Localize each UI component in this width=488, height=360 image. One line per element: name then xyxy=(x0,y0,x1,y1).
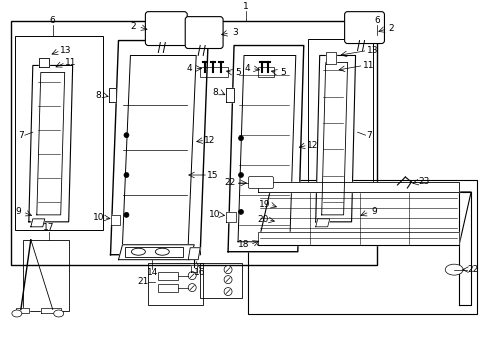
Polygon shape xyxy=(29,66,73,222)
Text: 12: 12 xyxy=(306,141,318,150)
Text: 9: 9 xyxy=(371,207,377,216)
Polygon shape xyxy=(191,265,197,272)
FancyBboxPatch shape xyxy=(248,176,273,189)
Text: 1: 1 xyxy=(243,2,248,11)
Polygon shape xyxy=(258,182,458,192)
Ellipse shape xyxy=(54,310,63,317)
Polygon shape xyxy=(225,88,234,102)
Polygon shape xyxy=(238,55,295,242)
Polygon shape xyxy=(16,307,29,314)
Polygon shape xyxy=(325,53,335,64)
Text: 7: 7 xyxy=(366,131,372,140)
Ellipse shape xyxy=(444,264,462,275)
Bar xyxy=(15,36,102,230)
Text: 3: 3 xyxy=(232,28,238,37)
Text: 2: 2 xyxy=(388,24,393,33)
Polygon shape xyxy=(315,55,355,222)
Circle shape xyxy=(188,272,196,280)
Circle shape xyxy=(238,172,243,177)
Text: 17: 17 xyxy=(43,223,54,232)
Polygon shape xyxy=(225,212,236,222)
Circle shape xyxy=(124,212,129,217)
Circle shape xyxy=(124,172,129,177)
Polygon shape xyxy=(458,192,470,305)
Bar xyxy=(200,67,227,77)
Ellipse shape xyxy=(12,310,22,317)
Bar xyxy=(23,240,68,311)
Text: 8: 8 xyxy=(212,88,218,97)
Circle shape xyxy=(188,284,196,292)
Text: 12: 12 xyxy=(204,136,215,145)
Bar xyxy=(258,67,273,77)
Polygon shape xyxy=(321,62,347,215)
Circle shape xyxy=(224,276,232,284)
Circle shape xyxy=(124,133,129,138)
Text: 22: 22 xyxy=(224,179,235,188)
Text: 22: 22 xyxy=(467,265,478,274)
Circle shape xyxy=(238,210,243,214)
Polygon shape xyxy=(31,219,45,227)
Bar xyxy=(158,284,178,292)
Polygon shape xyxy=(37,72,64,215)
Text: 5: 5 xyxy=(235,68,241,77)
Text: 19: 19 xyxy=(259,201,270,210)
Text: 9: 9 xyxy=(15,207,20,216)
Text: 23: 23 xyxy=(418,177,429,186)
Text: 13: 13 xyxy=(366,46,378,55)
Bar xyxy=(158,272,178,280)
Circle shape xyxy=(224,266,232,274)
Polygon shape xyxy=(315,219,329,227)
Text: 8: 8 xyxy=(96,91,101,100)
Text: 11: 11 xyxy=(362,61,373,70)
Text: 18: 18 xyxy=(238,240,249,249)
Polygon shape xyxy=(110,215,120,225)
Polygon shape xyxy=(122,55,196,245)
FancyBboxPatch shape xyxy=(344,12,384,44)
Text: 6: 6 xyxy=(374,16,380,25)
Ellipse shape xyxy=(155,248,169,255)
Polygon shape xyxy=(41,307,61,314)
Text: 2: 2 xyxy=(130,22,136,31)
Bar xyxy=(200,263,242,298)
Polygon shape xyxy=(39,58,49,67)
Polygon shape xyxy=(258,192,470,245)
Polygon shape xyxy=(188,248,200,260)
Bar xyxy=(11,21,377,265)
Bar xyxy=(125,247,183,257)
Text: 20: 20 xyxy=(257,215,268,224)
Bar xyxy=(307,39,372,230)
Circle shape xyxy=(238,136,243,141)
Bar xyxy=(148,263,203,305)
Polygon shape xyxy=(258,232,458,245)
Text: 11: 11 xyxy=(65,58,76,67)
Text: 7: 7 xyxy=(18,131,24,140)
Text: 13: 13 xyxy=(60,46,71,55)
Circle shape xyxy=(224,288,232,296)
Text: 4: 4 xyxy=(186,64,192,73)
Text: 6: 6 xyxy=(50,16,56,25)
Polygon shape xyxy=(110,41,208,255)
Polygon shape xyxy=(108,88,116,102)
Text: 5: 5 xyxy=(280,68,285,77)
Text: 21: 21 xyxy=(138,277,149,286)
Text: 15: 15 xyxy=(207,171,219,180)
FancyBboxPatch shape xyxy=(145,12,187,45)
Bar xyxy=(247,180,476,315)
Text: 10: 10 xyxy=(209,210,221,219)
FancyBboxPatch shape xyxy=(185,17,223,49)
Polygon shape xyxy=(227,45,303,252)
Text: 16: 16 xyxy=(194,268,205,277)
Polygon shape xyxy=(118,245,194,260)
Ellipse shape xyxy=(131,248,145,255)
Text: 14: 14 xyxy=(146,268,158,277)
Text: 10: 10 xyxy=(93,213,104,222)
Text: 4: 4 xyxy=(244,64,249,73)
